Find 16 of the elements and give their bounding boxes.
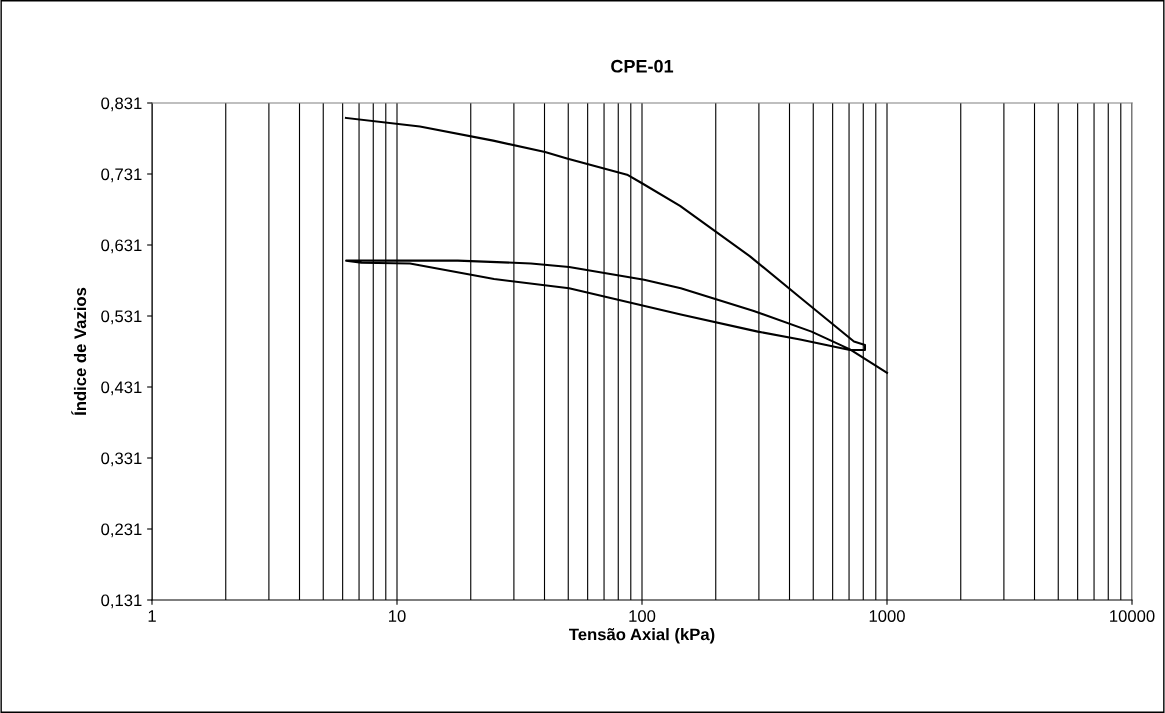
y-tick-label: 0,231 bbox=[101, 523, 142, 538]
x-tick-label: 100 bbox=[629, 610, 656, 622]
y-tick-label: 0,131 bbox=[101, 594, 142, 609]
x-tick-label: 10 bbox=[389, 610, 406, 622]
chart-title: CPE-01 bbox=[611, 59, 674, 73]
x-axis-title: Tensão Axial (kPa) bbox=[569, 628, 715, 644]
y-axis-title: Índice de Vazios bbox=[71, 287, 87, 416]
y-tick-label: 0,431 bbox=[101, 381, 142, 396]
x-tick-label: 1000 bbox=[869, 610, 905, 622]
y-tick-label: 0,631 bbox=[101, 239, 142, 254]
x-tick-label: 1 bbox=[148, 610, 156, 622]
y-tick-label: 0,531 bbox=[101, 310, 142, 325]
x-tick-label: 10000 bbox=[1110, 610, 1155, 622]
y-tick-label: 0,831 bbox=[101, 97, 142, 112]
y-tick-label: 0,731 bbox=[101, 168, 142, 183]
y-tick-label: 0,331 bbox=[101, 452, 142, 467]
